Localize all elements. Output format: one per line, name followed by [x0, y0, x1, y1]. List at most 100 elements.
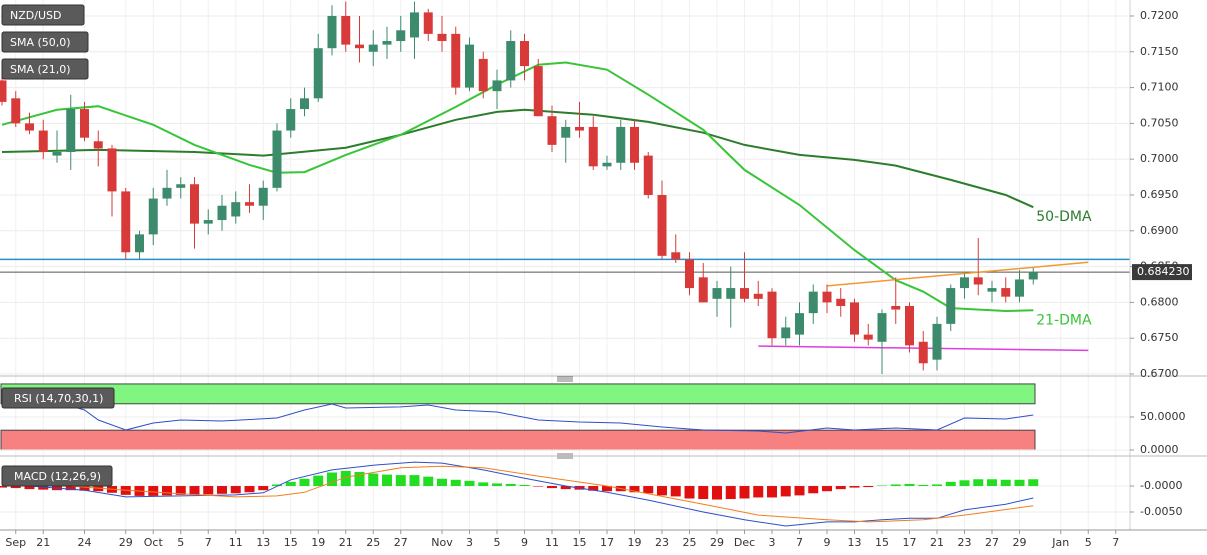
histogram-bar	[918, 484, 929, 487]
x-tick-label: 27	[394, 536, 408, 549]
candle-body	[382, 41, 392, 45]
histogram-bar	[38, 486, 49, 490]
histogram-bar	[79, 486, 90, 491]
x-tick-label: 5	[177, 536, 184, 549]
x-tick-label: 3	[466, 536, 473, 549]
x-tick-label: 29	[119, 536, 133, 549]
histogram-bar	[1014, 479, 1025, 487]
x-tick-label: 19	[311, 536, 325, 549]
candle-body	[245, 202, 254, 206]
y-tick-label: 0.6800	[1140, 295, 1179, 308]
legend-box	[1, 387, 115, 409]
candle-body	[52, 152, 62, 156]
histogram-bar	[657, 486, 667, 496]
candle-body	[987, 288, 997, 292]
candle-body	[630, 126, 639, 163]
candle-body	[795, 313, 804, 335]
candle-body	[533, 66, 543, 117]
candle-body	[217, 205, 227, 221]
histogram-bar	[395, 475, 406, 487]
y-tick-label: 0.7100	[1140, 81, 1179, 94]
histogram-bar	[340, 470, 351, 487]
histogram-bar	[835, 486, 846, 490]
x-tick-label: 5	[1085, 536, 1092, 549]
legend-box	[1, 4, 85, 26]
candle-body	[437, 33, 447, 42]
x-tick-label: 5	[494, 536, 501, 549]
histogram-bar	[945, 481, 956, 487]
x-tick-label: 9	[521, 536, 528, 549]
candle-body	[767, 291, 777, 339]
y-tick-label: 0.6700	[1140, 367, 1179, 380]
candle-body	[176, 184, 186, 188]
candle-body	[712, 288, 722, 299]
candle-body	[258, 187, 268, 206]
x-tick-label: 11	[545, 536, 559, 549]
histogram-bar	[973, 479, 984, 487]
candle-body	[11, 98, 21, 124]
candle-body	[698, 277, 708, 303]
histogram-bar	[409, 475, 420, 487]
histogram-bar	[1000, 479, 1011, 487]
histogram-bar	[217, 486, 227, 494]
y-tick-label: 0.6950	[1140, 188, 1179, 201]
x-tick-label: 23	[958, 536, 972, 549]
candle-body	[506, 41, 516, 81]
candle-body	[313, 48, 323, 99]
histogram-bar	[162, 486, 172, 496]
y-tick-label: -0.0000	[1140, 479, 1182, 492]
marks-layer	[0, 1, 1130, 527]
x-tick-label: 11	[229, 536, 243, 549]
candle-body	[0, 80, 7, 102]
histogram-bar	[877, 485, 887, 487]
line-annotation: 50-DMA	[1036, 209, 1092, 225]
candle-body	[38, 130, 48, 153]
candle-body	[671, 252, 681, 260]
candle-body	[341, 15, 351, 45]
legend-box	[1, 58, 89, 80]
candle-body	[478, 58, 488, 92]
x-tick-label: Dec	[734, 536, 755, 549]
histogram-bar	[588, 486, 599, 491]
rsi-line	[1, 392, 1034, 434]
x-tick-label: 25	[366, 536, 380, 549]
candle-body	[1015, 279, 1024, 297]
histogram-bar	[368, 473, 379, 487]
legend-entry: SMA (21,0)	[10, 63, 71, 76]
x-tick-label: 7	[205, 536, 212, 549]
candle-body	[946, 288, 956, 324]
macd-line	[1, 465, 1034, 523]
trend-line	[826, 261, 1089, 287]
candle-body	[465, 44, 474, 88]
macd-title: MACD (12,26,9)	[14, 470, 101, 483]
candle-body	[561, 126, 571, 138]
histogram-bar	[354, 471, 365, 487]
histogram-bar	[175, 486, 186, 495]
x-tick-label: 21	[339, 536, 353, 549]
candle-body	[520, 41, 529, 67]
x-tick-label: 25	[683, 536, 697, 549]
candle-body	[121, 191, 131, 253]
candle-body	[753, 293, 763, 299]
histogram-bar	[684, 486, 695, 499]
histogram-bar	[24, 486, 35, 490]
x-tick-label: 3	[769, 536, 776, 549]
y-tick-label: 0.7000	[1140, 152, 1179, 165]
candle-body	[836, 298, 846, 306]
grid-layer	[0, 0, 1130, 530]
candle-body	[327, 15, 337, 49]
last-price-box	[1132, 264, 1192, 281]
candle-body	[396, 30, 406, 42]
rsi-zone	[0, 429, 1036, 451]
candle-body	[368, 44, 378, 52]
candle-body	[25, 123, 34, 131]
y-tick-label: -0.0050	[1140, 505, 1182, 518]
y-tick-label: 0.6750	[1140, 331, 1179, 344]
histogram-bar	[932, 484, 942, 487]
x-tick-label: Jan	[1051, 536, 1069, 549]
histogram-bar	[478, 482, 489, 487]
histogram-bar	[547, 486, 557, 489]
histogram-bar	[285, 481, 296, 487]
